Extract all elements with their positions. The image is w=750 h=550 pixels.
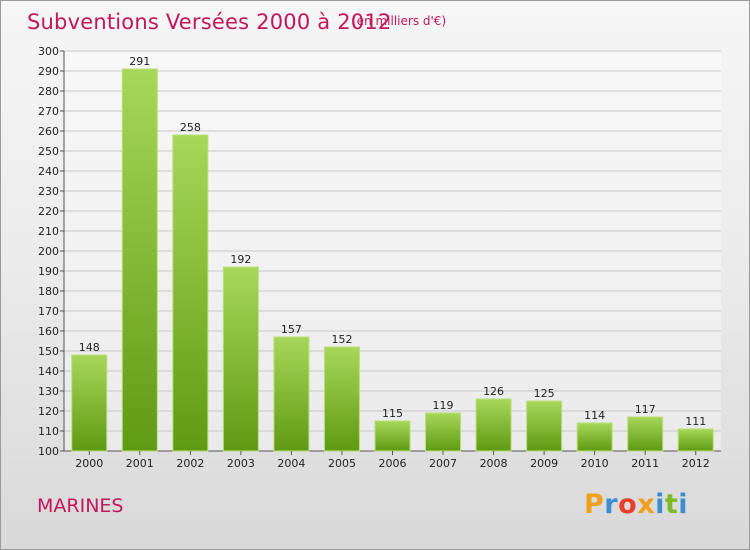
x-tick-label-2012: 2012 bbox=[682, 457, 710, 470]
value-label-2004: 157 bbox=[281, 323, 302, 336]
y-tick-label: 220 bbox=[38, 205, 59, 218]
bar-2006 bbox=[374, 420, 411, 452]
city-name: MARINES bbox=[37, 495, 124, 517]
value-label-2011: 117 bbox=[635, 403, 656, 416]
value-label-2006: 115 bbox=[382, 407, 403, 420]
logo-letter: P bbox=[584, 489, 605, 520]
y-tick-label: 300 bbox=[38, 45, 59, 58]
x-tick-label-2004: 2004 bbox=[277, 457, 305, 470]
bar-2007 bbox=[425, 412, 462, 452]
y-tick-label: 230 bbox=[38, 185, 59, 198]
value-label-2009: 125 bbox=[534, 387, 555, 400]
y-tick-label: 290 bbox=[38, 65, 59, 78]
y-tick-label: 110 bbox=[38, 425, 59, 438]
chart-title: Subventions Versées 2000 à 2012 bbox=[27, 10, 392, 34]
bar-2001 bbox=[121, 68, 158, 452]
y-tick-label: 120 bbox=[38, 405, 59, 418]
y-tick-label: 140 bbox=[38, 365, 59, 378]
y-tick-label: 250 bbox=[38, 145, 59, 158]
bar-2005 bbox=[323, 346, 360, 452]
x-tick-label-2006: 2006 bbox=[379, 457, 407, 470]
bar-2012 bbox=[677, 428, 714, 452]
x-tick-label-2011: 2011 bbox=[631, 457, 659, 470]
y-tick-label: 170 bbox=[38, 305, 59, 318]
chart-subtitle: (en milliers d'€) bbox=[352, 14, 447, 28]
bar-2011 bbox=[627, 416, 664, 452]
x-tick-label-2000: 2000 bbox=[75, 457, 103, 470]
value-label-2010: 114 bbox=[584, 409, 605, 422]
y-tick-label: 240 bbox=[38, 165, 59, 178]
logo-letter: i bbox=[655, 489, 665, 520]
y-tick-label: 260 bbox=[38, 125, 59, 138]
x-tick-label-2003: 2003 bbox=[227, 457, 255, 470]
y-tick-label: 160 bbox=[38, 325, 59, 338]
logo-letter: r bbox=[604, 489, 619, 520]
bar-2009 bbox=[526, 400, 563, 452]
y-tick-label: 150 bbox=[38, 345, 59, 358]
x-tick-label-2010: 2010 bbox=[581, 457, 609, 470]
logo-letter: t bbox=[664, 489, 679, 520]
y-tick-label: 280 bbox=[38, 85, 59, 98]
bar-2003 bbox=[222, 266, 259, 452]
value-label-2012: 111 bbox=[685, 415, 706, 428]
bar-2010 bbox=[576, 422, 613, 452]
x-tick-label-2009: 2009 bbox=[530, 457, 558, 470]
value-label-2003: 192 bbox=[230, 253, 251, 266]
bar-2000 bbox=[71, 354, 108, 452]
x-tick-label-2005: 2005 bbox=[328, 457, 356, 470]
value-label-2007: 119 bbox=[433, 399, 454, 412]
x-tick-label-2002: 2002 bbox=[176, 457, 204, 470]
bar-2002 bbox=[172, 134, 209, 452]
x-tick-label-2008: 2008 bbox=[480, 457, 508, 470]
y-tick-label: 270 bbox=[38, 105, 59, 118]
value-label-2002: 258 bbox=[180, 121, 201, 134]
proxiti-logo: Proxiti bbox=[584, 489, 688, 520]
y-tick-label: 200 bbox=[38, 245, 59, 258]
logo-letter: i bbox=[678, 489, 689, 520]
x-tick-label-2007: 2007 bbox=[429, 457, 457, 470]
y-tick-label: 190 bbox=[38, 265, 59, 278]
bar-2004 bbox=[273, 336, 310, 452]
x-tick-label-2001: 2001 bbox=[126, 457, 154, 470]
logo-letter: o bbox=[618, 489, 638, 520]
y-tick-label: 130 bbox=[38, 385, 59, 398]
y-tick-label: 180 bbox=[38, 285, 59, 298]
y-tick-label: 100 bbox=[38, 445, 59, 458]
value-label-2008: 126 bbox=[483, 385, 504, 398]
logo-letter: x bbox=[637, 489, 656, 520]
bar-2008 bbox=[475, 398, 512, 452]
y-tick-label: 210 bbox=[38, 225, 59, 238]
value-label-2001: 291 bbox=[129, 55, 150, 68]
value-label-2000: 148 bbox=[79, 341, 100, 354]
value-label-2005: 152 bbox=[331, 333, 352, 346]
